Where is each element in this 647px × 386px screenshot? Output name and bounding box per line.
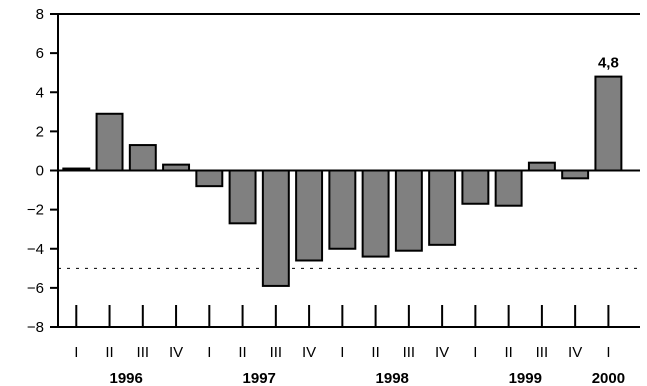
bar: [95, 112, 124, 172]
y-tick-label: 8: [36, 6, 44, 23]
data-label: 4,8: [598, 55, 619, 72]
x-tick-label: III: [270, 344, 283, 361]
bar: [228, 169, 257, 225]
bar: [561, 169, 590, 180]
bars-group: [62, 75, 623, 287]
x-tick-label: I: [74, 344, 78, 361]
x-tick-label: III: [536, 344, 549, 361]
bar: [594, 75, 623, 172]
y-tick-label: 2: [36, 123, 44, 140]
x-tick-label: II: [238, 344, 246, 361]
axes-group: [57, 13, 640, 328]
bar: [461, 169, 490, 205]
y-tick-label: −6: [27, 280, 44, 297]
x-tick-label: I: [207, 344, 211, 361]
x-tick-label: III: [137, 344, 150, 361]
year-label: 1998: [376, 370, 409, 386]
bar: [494, 169, 523, 207]
y-tick-label: −8: [27, 319, 44, 336]
y-tick-label: 6: [36, 45, 44, 62]
year-label: 1997: [243, 370, 276, 386]
x-tick-label: I: [340, 344, 344, 361]
y-tick-label: −2: [27, 202, 44, 219]
bar: [261, 169, 290, 287]
year-label: 1996: [109, 370, 142, 386]
bar: [128, 144, 157, 172]
x-tick-label: IV: [435, 344, 449, 361]
bar: [428, 169, 457, 246]
x-tick-label: II: [105, 344, 113, 361]
data-labels-group: 4,8: [598, 55, 619, 72]
y-tick-label: 0: [36, 163, 44, 180]
x-tick-label: II: [371, 344, 379, 361]
bar: [195, 169, 224, 188]
year-label: 2000: [592, 370, 625, 386]
x-tick-label: I: [606, 344, 610, 361]
bar: [295, 169, 324, 262]
y-tick-label: 4: [36, 84, 44, 101]
x-tick-label: III: [403, 344, 416, 361]
x-tick-label: I: [473, 344, 477, 361]
bar: [361, 169, 390, 258]
bar: [527, 161, 556, 172]
year-label: 1999: [509, 370, 542, 386]
x-tick-label: IV: [568, 344, 582, 361]
x-tick-label: IV: [169, 344, 183, 361]
x-tick-label: II: [504, 344, 512, 361]
y-axis-ticks: 8 6 4 2 0 −2 −4 −6 −8: [27, 6, 58, 336]
bar: [394, 169, 423, 252]
y-tick-label: −4: [27, 241, 44, 258]
x-tick-label: IV: [302, 344, 316, 361]
bar: [328, 169, 357, 250]
